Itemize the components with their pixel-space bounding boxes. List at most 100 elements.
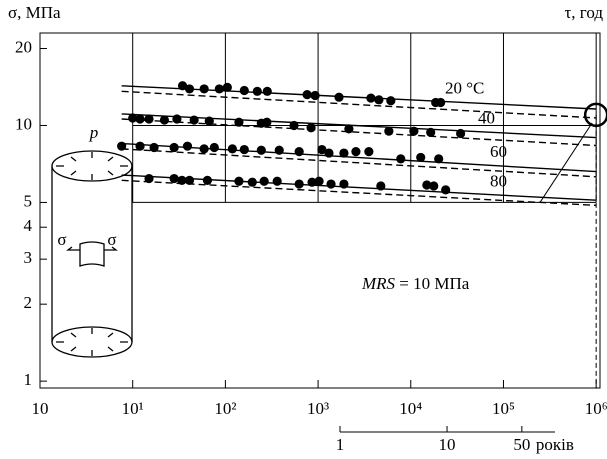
lower-bound-line — [121, 148, 597, 178]
data-point — [339, 179, 349, 189]
data-point — [117, 141, 127, 151]
data-point — [326, 179, 336, 189]
data-point — [334, 92, 344, 102]
data-point — [294, 179, 304, 189]
data-point — [199, 84, 209, 94]
data-point — [262, 117, 272, 127]
fit-line — [121, 142, 597, 173]
stress-label: σ — [107, 230, 116, 249]
y-tick-label: 10 — [15, 114, 32, 133]
data-point — [234, 176, 244, 186]
stress-label: σ — [57, 230, 66, 249]
data-point — [396, 154, 406, 164]
data-point — [339, 148, 349, 158]
data-point — [456, 128, 466, 139]
data-point — [159, 115, 170, 125]
data-point — [209, 142, 219, 153]
fit-line — [121, 113, 597, 139]
highlight-circle — [583, 102, 607, 128]
annotation-text: = 10 МПа — [399, 274, 469, 293]
data-point — [177, 81, 188, 91]
data-point — [302, 90, 312, 100]
data-point — [416, 152, 426, 163]
data-point — [234, 117, 244, 127]
data-point — [429, 181, 439, 191]
data-point — [177, 175, 187, 185]
data-point — [172, 114, 182, 124]
data-point — [409, 126, 419, 136]
data-point — [199, 144, 209, 154]
y-tick-label: 20 — [15, 37, 32, 56]
data-point — [384, 126, 394, 136]
data-point — [310, 90, 320, 101]
data-point — [364, 147, 374, 157]
data-point — [182, 141, 193, 151]
fit-line — [121, 174, 597, 201]
annotation: MRS = 10 МПа — [361, 274, 470, 293]
data-point — [256, 145, 266, 155]
series-label: 20 °C — [445, 79, 484, 98]
y-tick-label: 2 — [24, 293, 33, 312]
x2-axis-label: років — [536, 435, 574, 454]
x2-tick-label: 10 — [439, 435, 456, 454]
data-point — [259, 176, 269, 186]
data-point — [376, 181, 386, 191]
data-point — [351, 147, 361, 157]
data-point — [227, 144, 237, 154]
y-axis-label: σ, МПа — [8, 3, 61, 22]
data-point — [135, 141, 145, 151]
data-point — [262, 86, 272, 96]
leader-line — [539, 122, 593, 203]
x2-tick-label: 1 — [336, 435, 345, 454]
cylinder-figure — [51, 150, 133, 358]
data-point — [274, 145, 284, 155]
data-point — [324, 148, 334, 158]
x-tick-label: 10⁶ — [585, 399, 607, 418]
data-point — [204, 116, 214, 126]
data-point — [441, 185, 451, 195]
data-point — [135, 114, 145, 124]
pressure-label: p — [89, 123, 99, 142]
data-point — [422, 180, 432, 190]
annotation-prefix: MRS — [361, 274, 396, 293]
data-point — [184, 84, 195, 94]
data-point — [294, 147, 304, 157]
data-point — [144, 114, 154, 124]
series-label: 40 — [478, 109, 495, 128]
series-label: 80 — [490, 172, 507, 191]
lower-bound-line — [121, 90, 597, 119]
lower-bound-line — [121, 118, 597, 147]
x-tick-label: 10¹ — [122, 399, 144, 418]
data-point — [239, 85, 249, 96]
data-point — [289, 120, 299, 131]
data-point — [314, 176, 324, 186]
data-point — [144, 173, 154, 184]
data-point — [214, 84, 224, 94]
x-tick-label: 10⁴ — [399, 399, 422, 418]
data-point — [169, 173, 179, 184]
x-axis-label: τ, год — [564, 3, 603, 22]
data-point — [374, 95, 384, 105]
data-point — [222, 82, 232, 92]
data-point — [317, 144, 327, 155]
data-point — [344, 124, 354, 134]
y-tick-label: 4 — [24, 216, 33, 235]
data-point — [426, 127, 436, 137]
data-point — [307, 177, 317, 187]
y-tick-label: 1 — [24, 370, 33, 389]
data-point — [184, 175, 195, 185]
x-tick-label: 10² — [214, 399, 236, 418]
data-point — [306, 123, 316, 133]
x-tick-label: 10⁵ — [492, 399, 515, 418]
data-point — [128, 113, 138, 123]
series-label: 60 — [490, 142, 507, 161]
data-point — [366, 93, 376, 103]
data-point — [252, 86, 262, 96]
y-tick-label: 5 — [24, 191, 33, 210]
data-point — [434, 154, 444, 164]
data-point — [189, 115, 199, 125]
data-point — [272, 176, 282, 186]
data-point — [202, 175, 213, 185]
